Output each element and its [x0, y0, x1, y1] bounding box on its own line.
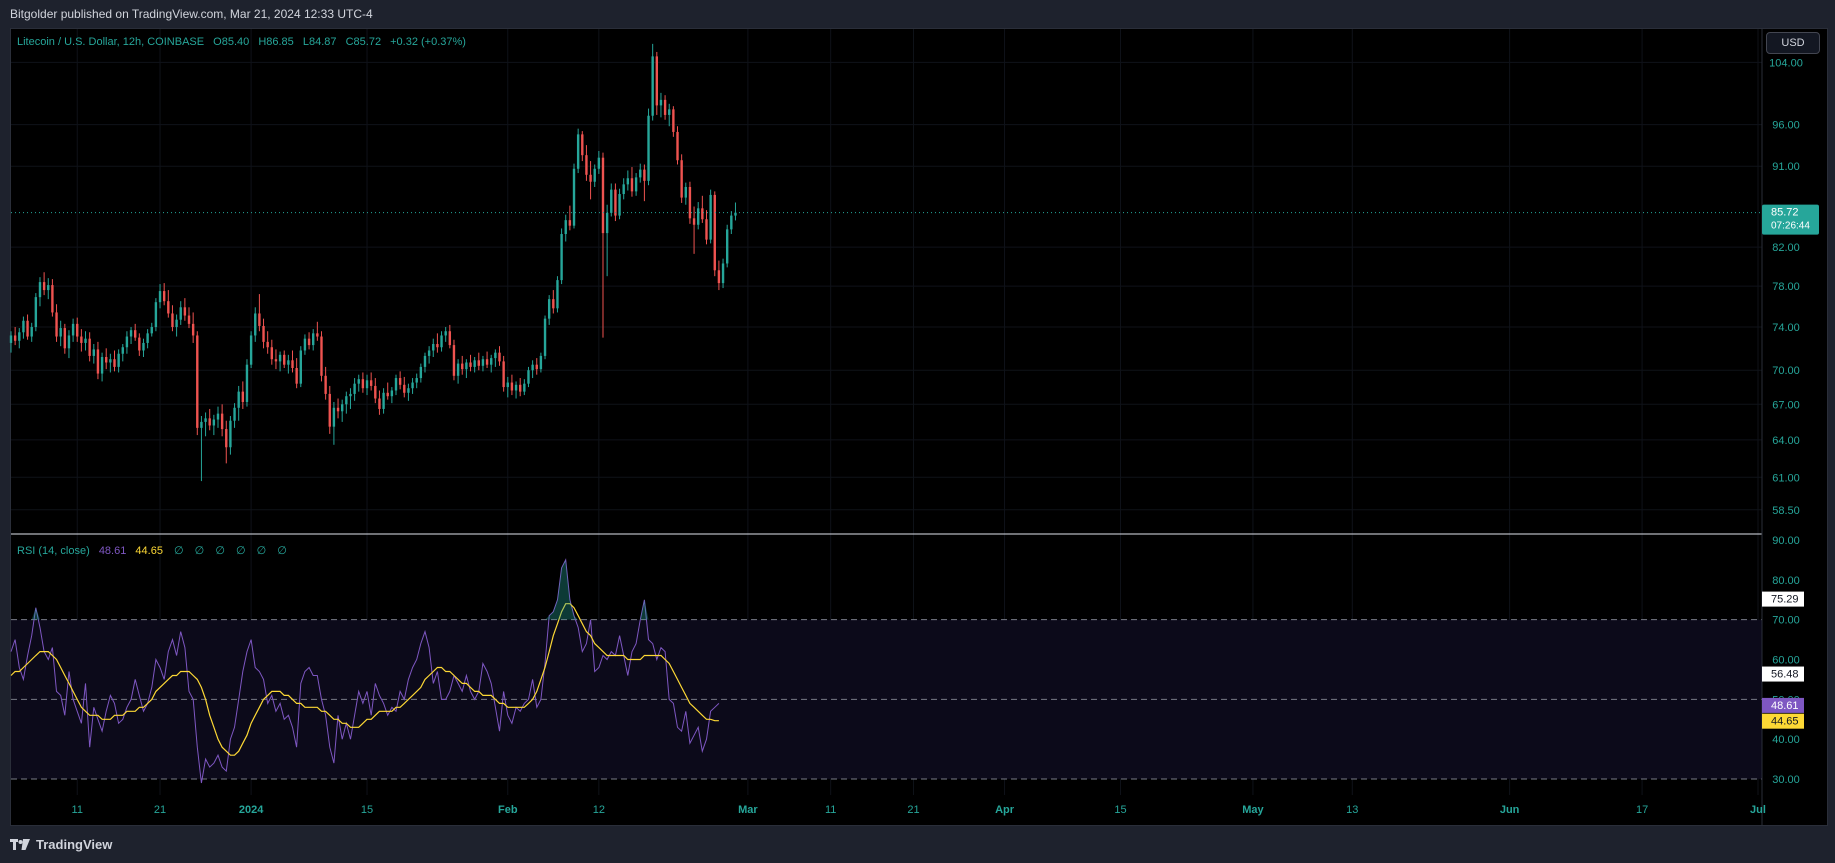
bottom-bar: TradingView: [0, 826, 1835, 863]
currency-button[interactable]: USD: [1766, 32, 1820, 54]
top-bar: Bitgolder published on TradingView.com, …: [0, 0, 1835, 28]
tradingview-logo-icon: [10, 839, 30, 850]
published-by-label: Bitgolder published on TradingView.com, …: [10, 7, 373, 21]
tradingview-label: TradingView: [36, 837, 113, 852]
tradingview-brand[interactable]: TradingView: [10, 837, 112, 852]
chart-frame[interactable]: [10, 28, 1828, 826]
